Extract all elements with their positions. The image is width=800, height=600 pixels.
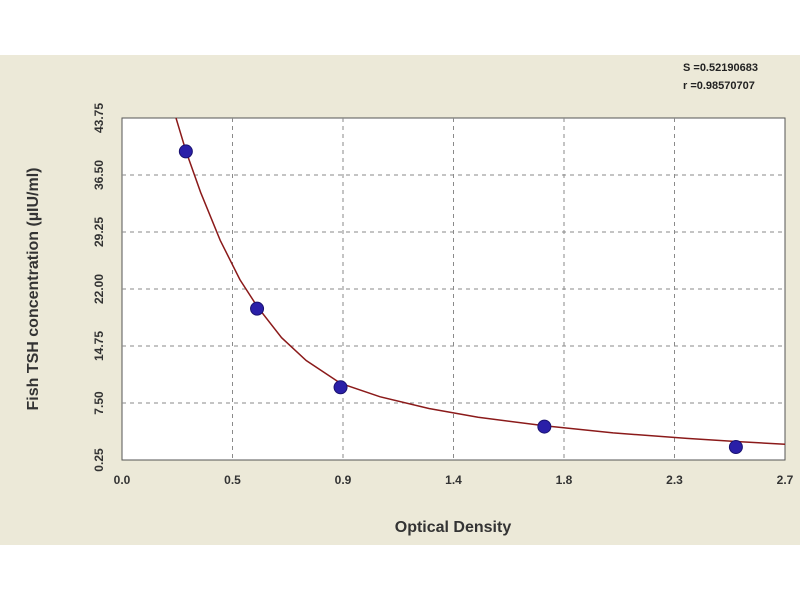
data-point <box>537 419 552 434</box>
data-point <box>728 440 743 455</box>
x-tick-label: 1.4 <box>445 473 462 487</box>
y-tick-label: 29.25 <box>92 217 106 247</box>
y-axis-ticks: 0.25 7.50 14.75 22.00 29.25 36.50 43.75 <box>92 103 106 472</box>
x-tick-label: 1.8 <box>556 473 573 487</box>
grid-lines <box>122 118 785 460</box>
x-tick-label: 0.5 <box>224 473 241 487</box>
y-tick-label: 22.00 <box>92 274 106 304</box>
y-tick-label: 36.50 <box>92 160 106 190</box>
data-point <box>333 380 348 395</box>
x-tick-label: 2.3 <box>666 473 683 487</box>
x-tick-label: 2.7 <box>777 473 794 487</box>
x-tick-label: 0.9 <box>335 473 352 487</box>
x-axis-title: Optical Density <box>395 519 512 536</box>
r-statistic: r =0.98570707 <box>683 80 755 92</box>
y-tick-label: 43.75 <box>92 103 106 133</box>
x-tick-label: 0.0 <box>114 473 131 487</box>
x-axis-ticks: 0.0 0.5 0.9 1.4 1.8 2.3 2.7 <box>114 473 794 487</box>
y-tick-label: 0.25 <box>92 448 106 472</box>
y-tick-label: 7.50 <box>92 391 106 415</box>
s-statistic: S =0.52190683 <box>683 62 758 74</box>
data-point <box>178 144 193 159</box>
y-tick-label: 14.75 <box>92 331 106 361</box>
data-point <box>250 301 265 316</box>
data-points <box>178 144 743 455</box>
y-axis-title: Fish TSH concentration (µIU/ml) <box>25 167 42 410</box>
